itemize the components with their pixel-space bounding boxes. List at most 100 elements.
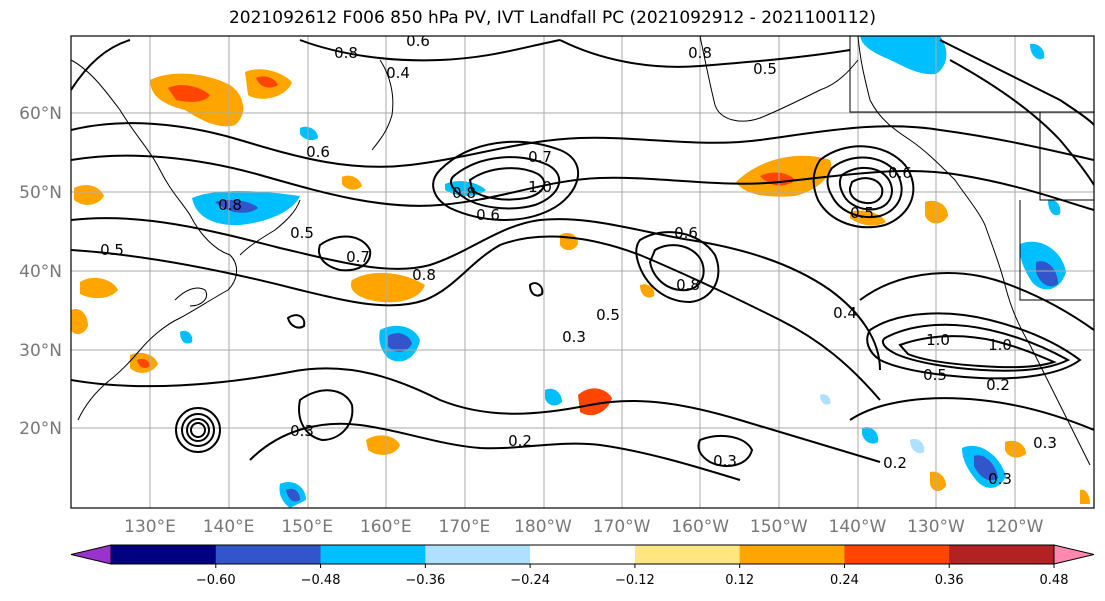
coastline [174,287,207,307]
contour-value-label: 0.5 [753,60,777,78]
contour-value-label: 0.2 [508,432,532,450]
pc-contour [697,434,754,467]
longitude-tick-label: 160°W [671,517,729,537]
pc-contour [866,312,1082,380]
pc-contours [71,39,1094,481]
colorbar-tick-label: 0.36 [935,573,964,588]
colorbar-tick-label: −0.60 [196,573,236,588]
pv-shade-warm [342,175,362,190]
pv-shade-warm [74,185,104,205]
longitude-tick-label: 180°W [514,517,572,537]
colorbar-tick-label: 0.48 [1040,573,1069,588]
pv-shade-cool [215,200,258,213]
pc-contour [939,39,1094,126]
figure-title: 2021092612 F006 850 hPa PV, IVT Landfall… [228,8,876,28]
pc-contour [249,422,741,481]
contour-value-label: 0.3 [562,328,586,346]
longitude-labels: 130°E 140°E 150°E 160°E 170°E 180°W 170°W 160°W… [124,517,1044,537]
contour-value-label: 0.5 [290,224,314,242]
pc-contour [185,418,211,442]
colorbar-segment [111,545,217,564]
colorbar-segment [634,545,741,564]
contour-value-label: 0.6 [888,164,912,182]
pv-shade-warm [640,284,655,298]
pc-contour [468,167,546,201]
contour-value-label: 0.8 [452,184,476,202]
contour-value-label: 0.5 [100,241,124,259]
pc-contour [286,314,306,329]
pc-contour [432,140,579,221]
contour-value-label: 0.5 [850,204,874,222]
boundary-line [1039,112,1094,201]
pv-positive-shading [71,69,1090,504]
pc-contour [898,335,1057,369]
pc-contour [71,122,1094,168]
pc-contour [299,39,561,62]
contour-value-label: 0.4 [386,64,410,82]
contour-value-label: 1.0 [988,336,1012,354]
longitude-tick-label: 170°E [439,517,491,537]
pc-contour [528,282,544,297]
pc-contour [826,156,903,218]
pc-contour [71,235,881,401]
colorbar-segment [844,545,950,564]
pv-shade-warm [930,471,946,492]
latitude-labels: 60°N 50°N 40°N 30°N 20°N [19,104,62,439]
contour-value-label: 1.0 [528,178,552,196]
latitude-tick-label: 60°N [19,104,62,124]
pv-shade-warm [71,308,88,335]
colorbar-extend-min [70,544,112,565]
contour-value-label: 0.2 [986,376,1010,394]
pc-contour [559,39,851,68]
longitude-tick-label: 170°W [593,517,651,537]
colorbar-tick-label: −0.12 [615,573,655,588]
longitude-tick-label: 130°E [124,517,176,537]
colorbar-segment [949,545,1055,564]
pv-shade-warm [578,388,612,416]
pc-contour [174,407,222,453]
coastline [239,199,301,256]
pv-shade-cool [1030,43,1045,60]
pv-shade-cool [860,36,947,75]
contour-value-label: 0.6 [406,32,430,50]
pv-shade-cool [545,388,562,406]
pc-contour [298,389,354,442]
longitude-tick-label: 130°W [907,517,965,537]
colorbar-tick-label: 0.12 [725,573,754,588]
latitude-tick-label: 20°N [19,419,62,439]
pc-contour [71,217,881,371]
pv-shade-cool [862,426,879,444]
pc-contour [949,59,1094,186]
pv-shade-warm [1080,489,1090,504]
contour-value-label: 0.8 [218,196,242,214]
contour-value-label: 0.8 [412,266,436,284]
contour-value-label: 0.3 [713,452,737,470]
map-panel: 0.8 0.6 0.4 0.5 0.8 0.7 0.6 1.0 0.8 0.6 0.5 0.3 0.5 0… [70,32,1095,509]
contour-value-label: 0.5 [596,306,620,324]
coastline [371,59,394,151]
colorbar-segment [425,545,531,564]
pc-contour [838,167,893,211]
pc-contour [859,272,1094,331]
pc-contour [848,177,884,205]
contour-value-label: 0.6 [674,224,698,242]
pv-shade-warm [168,85,210,102]
contour-value-label: 0.3 [290,422,314,440]
latitude-tick-label: 50°N [19,183,62,203]
contour-value-label: 0.5 [923,366,947,384]
coastline [71,59,237,421]
contour-value-label: 0.8 [688,44,712,62]
colorbar-tick-label: −0.48 [301,573,341,588]
pv-shade-cool [974,455,998,481]
pc-contour [812,145,915,229]
longitude-tick-label: 140°W [829,517,887,537]
pc-contour [881,323,1071,372]
pv-shade-warm [256,76,278,88]
pv-shade-cool [1048,199,1061,216]
colorbar-tick-label: 0.24 [830,573,859,588]
contour-value-label: 0.7 [528,148,552,166]
pv-shade-cool [300,126,318,141]
pv-shade-warm [366,435,400,455]
colorbar-segment [320,545,426,564]
